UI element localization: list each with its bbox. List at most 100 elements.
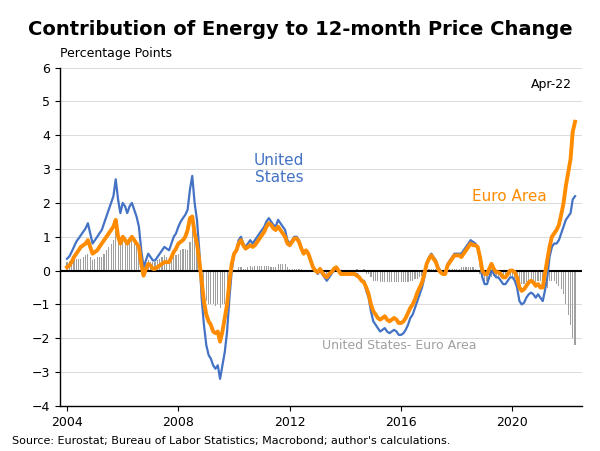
Bar [519, 271, 520, 284]
Bar [76, 259, 77, 271]
Bar [67, 262, 68, 271]
Bar [488, 271, 490, 279]
Bar [356, 269, 358, 271]
Bar [245, 269, 246, 271]
Bar [196, 247, 197, 271]
Bar [103, 253, 104, 271]
Text: Euro Area: Euro Area [472, 189, 546, 204]
Bar [148, 261, 149, 271]
Bar [145, 262, 146, 271]
Bar [319, 271, 320, 272]
Bar [284, 264, 286, 271]
Text: Apr-22: Apr-22 [530, 78, 572, 91]
Bar [127, 240, 128, 271]
Bar [247, 267, 248, 271]
Bar [122, 237, 124, 271]
Bar [252, 267, 253, 271]
Bar [463, 267, 464, 271]
Bar [78, 259, 79, 271]
Bar [180, 250, 181, 271]
Bar [505, 271, 506, 277]
Bar [222, 271, 223, 304]
Bar [382, 271, 383, 282]
Bar [210, 271, 211, 304]
Bar [521, 271, 522, 284]
Bar [415, 271, 416, 279]
Bar [523, 271, 524, 284]
Bar [572, 271, 573, 338]
Bar [491, 271, 492, 277]
Bar [94, 259, 95, 271]
Bar [373, 271, 374, 281]
Bar [136, 244, 137, 271]
Bar [166, 257, 167, 271]
Bar [498, 271, 499, 276]
Bar [574, 271, 575, 345]
Bar [250, 266, 251, 271]
Bar [217, 271, 218, 304]
Bar [440, 269, 441, 271]
Bar [538, 271, 539, 281]
Bar [282, 264, 283, 271]
Bar [563, 271, 564, 295]
Bar [110, 244, 112, 271]
Bar [273, 267, 274, 271]
Bar [152, 262, 154, 271]
Bar [89, 257, 91, 271]
Bar [115, 230, 116, 271]
Bar [391, 271, 392, 282]
Bar [322, 271, 323, 272]
Bar [194, 240, 195, 271]
Bar [394, 271, 395, 282]
Bar [71, 261, 72, 271]
Bar [190, 242, 191, 271]
Bar [241, 267, 242, 271]
Bar [229, 271, 230, 288]
Bar [294, 269, 295, 271]
Bar [333, 271, 334, 272]
Bar [326, 271, 328, 274]
Bar [507, 271, 508, 277]
Bar [493, 271, 494, 276]
Text: Contribution of Energy to 12-month Price Change: Contribution of Energy to 12-month Price… [28, 20, 572, 39]
Bar [140, 257, 142, 271]
Text: Percentage Points: Percentage Points [60, 47, 172, 60]
Bar [377, 271, 379, 281]
Bar [83, 257, 84, 271]
Bar [191, 230, 193, 271]
Bar [396, 271, 397, 282]
Bar [287, 267, 288, 271]
Bar [542, 271, 544, 284]
Bar [405, 271, 406, 282]
Bar [447, 269, 448, 271]
Bar [368, 271, 369, 274]
Bar [549, 271, 550, 281]
Bar [268, 266, 269, 271]
Bar [570, 271, 571, 325]
Bar [417, 271, 418, 279]
Bar [264, 266, 265, 271]
Bar [456, 269, 457, 271]
Bar [458, 269, 460, 271]
Bar [201, 271, 202, 288]
Bar [150, 262, 151, 271]
Bar [69, 262, 70, 271]
Bar [500, 271, 502, 277]
Bar [466, 267, 467, 271]
Bar [113, 240, 114, 271]
Bar [143, 262, 144, 271]
Bar [85, 255, 86, 271]
Bar [178, 253, 179, 271]
Bar [238, 267, 239, 271]
Bar [472, 267, 473, 271]
Bar [424, 271, 425, 274]
Bar [108, 247, 109, 271]
Bar [370, 271, 371, 277]
Bar [118, 234, 119, 271]
Bar [271, 267, 272, 271]
Bar [454, 269, 455, 271]
Bar [487, 271, 488, 281]
Text: Source: Eurostat; Bureau of Labor Statistics; Macrobond; author's calculations.: Source: Eurostat; Bureau of Labor Statis… [12, 437, 451, 446]
Bar [482, 271, 483, 277]
Bar [461, 267, 462, 271]
